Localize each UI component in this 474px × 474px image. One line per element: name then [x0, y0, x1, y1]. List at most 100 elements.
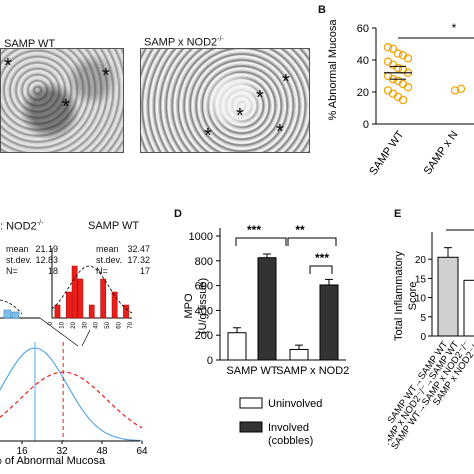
y-tick-label: 10 — [415, 294, 427, 305]
data-point — [398, 95, 408, 105]
asterisk-marker: * — [236, 105, 244, 127]
y-tick-label: 5 — [420, 313, 426, 324]
panel-c-right-stats: mean 32.47 st.dev. 17.32 N= 17 — [96, 244, 150, 277]
panel-e-ylabel-top: Total Inflammatory — [393, 251, 405, 341]
stat-label: N= — [6, 266, 18, 276]
legend-swatch-involved — [239, 421, 263, 433]
bar — [227, 332, 247, 361]
data-point — [383, 43, 393, 52]
stat-value: 18 — [47, 266, 58, 276]
data-point — [403, 82, 413, 92]
left-hist-bar — [3, 309, 12, 319]
group-label-1: SAMP WT — [226, 365, 277, 377]
stat-row: N= 18 — [6, 266, 58, 277]
panel-b-ylabel: % Abnormal Mucosa — [327, 19, 339, 121]
asterisk-marker: * — [282, 71, 290, 93]
significance-star: * — [452, 21, 457, 35]
bar — [437, 256, 459, 337]
data-point — [450, 86, 460, 95]
left-hist-fit — [0, 299, 23, 315]
hist-bar — [77, 278, 84, 319]
stat-row: st.dev. 17.32 — [96, 255, 150, 266]
panel-c-left-title-sup: -/- — [36, 220, 44, 227]
legend-label-uninvolved: Uninvolved — [268, 398, 322, 410]
stat-label: mean — [96, 244, 119, 254]
sig-label-inner: *** — [315, 251, 329, 265]
asterisk-marker: * — [276, 121, 284, 143]
asterisk-marker: * — [102, 65, 110, 87]
hist-bar — [111, 291, 118, 319]
asterisk-marker: * — [204, 125, 212, 147]
panel-c-right-title: SAMP WT — [88, 220, 140, 232]
hist-tick-label: 40 — [94, 321, 100, 328]
stat-label: st.dev. — [96, 255, 122, 265]
y-tick-label: 20 — [357, 87, 369, 99]
micrograph-samp-wt — [0, 48, 124, 153]
data-point — [393, 49, 403, 58]
micrograph-right-title: SAMP x NOD2-/- — [144, 36, 224, 49]
panel-c-left-title: : NOD2-/- — [0, 220, 43, 233]
panel-d-letter: D — [174, 208, 182, 220]
dist-tick-label: 32 — [56, 446, 68, 457]
legend-swatch-uninvolved — [239, 397, 263, 409]
y-tick-label: 1000 — [189, 231, 213, 243]
panel-e-letter: E — [394, 208, 402, 220]
micrograph-right-title-sup: -/- — [217, 36, 224, 43]
hist-tick-label: 20 — [71, 321, 77, 328]
y-tick-label: 0 — [420, 332, 426, 343]
distribution-curve — [0, 347, 143, 442]
group-label-2: SAMP x NOD2-/- — [276, 364, 350, 377]
dist-tick-label: 16 — [16, 446, 28, 457]
bar — [257, 257, 277, 361]
hist-tick-label: 0 — [48, 321, 54, 325]
hist-tick-label: 60 — [117, 321, 123, 328]
stat-label: st.dev. — [6, 255, 32, 265]
distribution-curve — [0, 371, 143, 429]
legend-label-involved: Involved — [268, 422, 309, 434]
data-point — [403, 54, 413, 63]
sig-bracket-cross — [287, 237, 337, 246]
asterisk-marker: * — [256, 87, 264, 109]
panel-b-xlabel-2: SAMP x N — [422, 129, 461, 177]
hist-bar — [88, 304, 95, 319]
connector-line — [81, 329, 91, 347]
y-tick-label: 800 — [195, 256, 213, 268]
y-tick-label: 600 — [195, 281, 213, 293]
panel-d-chart: MPO (U/g tissue) 0 200 400 600 800 1000 *** *… — [183, 223, 350, 447]
sig-bracket-outer — [235, 237, 287, 246]
stat-label: mean — [6, 244, 29, 254]
left-hist-bar — [11, 311, 20, 319]
stat-value: 12.83 — [35, 255, 58, 265]
panel-d-ylabel-top: MPO — [183, 293, 195, 319]
y-tick-label: 0 — [207, 355, 213, 367]
stat-row: N= 17 — [96, 266, 150, 277]
hist-bar — [123, 304, 129, 319]
bar — [289, 348, 309, 361]
data-point — [456, 84, 466, 94]
stat-row: mean 32.47 — [96, 244, 150, 255]
dist-tick-label: 64 — [136, 446, 148, 457]
sig-bracket-inner — [309, 265, 333, 274]
hist-fit-curve — [51, 265, 133, 314]
stat-value: 17 — [139, 266, 150, 276]
hist-bar — [100, 278, 107, 319]
hist-tick-label: 50 — [105, 321, 111, 328]
stat-value: 32.47 — [127, 244, 150, 254]
panel-d-ylabel-bottom: (U/g tissue) — [197, 278, 209, 334]
dist-tick-label: 48 — [96, 446, 108, 457]
micrograph-samp-nod2 — [140, 48, 310, 153]
hist-tick-label: 70 — [128, 321, 134, 328]
data-point — [393, 63, 403, 73]
panel-b-xlabel-1: SAMP WT — [367, 129, 406, 178]
connector-line — [39, 317, 79, 347]
stat-value: 21.19 — [35, 244, 58, 254]
y-tick-label: 40 — [357, 55, 369, 67]
asterisk-marker: * — [4, 55, 12, 77]
panel-b-letter: B — [318, 4, 326, 16]
micrograph-left-title: SAMP WT — [4, 38, 56, 50]
stat-row: st.dev. 12.83 — [6, 255, 58, 266]
hist-tick-label: 30 — [82, 321, 88, 328]
y-tick-label: 60 — [357, 23, 369, 35]
hist-bar — [54, 304, 61, 319]
